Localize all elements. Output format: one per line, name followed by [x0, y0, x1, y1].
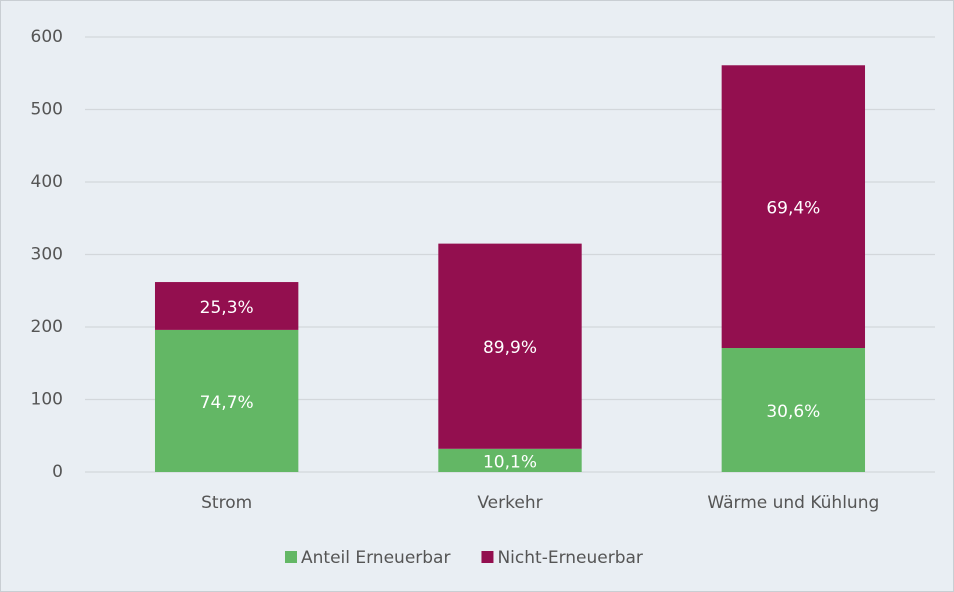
- bar-segment: [721, 348, 866, 472]
- legend-label: Nicht-Erneuerbar: [497, 548, 642, 568]
- bar-segment: [438, 448, 582, 472]
- x-tick-label: Verkehr: [477, 493, 542, 513]
- segment-label: 74,7%: [200, 393, 254, 413]
- bar-segment: [154, 282, 299, 330]
- y-tick-label: 500: [31, 100, 63, 120]
- bar-segment: [154, 329, 299, 472]
- y-tick-label: 200: [31, 317, 63, 337]
- legend-swatch: [481, 551, 494, 563]
- segment-label: 25,3%: [200, 298, 254, 318]
- segment-label: 30,6%: [766, 402, 820, 422]
- bar-segment: [438, 243, 582, 449]
- segment-label: 10,1%: [483, 452, 537, 472]
- y-tick-label: 400: [31, 172, 63, 192]
- y-tick-label: 0: [52, 462, 63, 482]
- bar-segment: [721, 65, 866, 349]
- x-tick-label: Strom: [201, 493, 252, 513]
- x-tick-label: Wärme und Kühlung: [707, 493, 879, 513]
- segment-label: 69,4%: [766, 199, 820, 219]
- y-tick-label: 600: [31, 27, 63, 47]
- segment-label: 89,9%: [483, 338, 537, 358]
- y-tick-label: 100: [31, 390, 63, 410]
- legend-label: Anteil Erneuerbar: [301, 548, 450, 568]
- y-tick-label: 300: [31, 245, 63, 265]
- legend-swatch: [285, 551, 297, 563]
